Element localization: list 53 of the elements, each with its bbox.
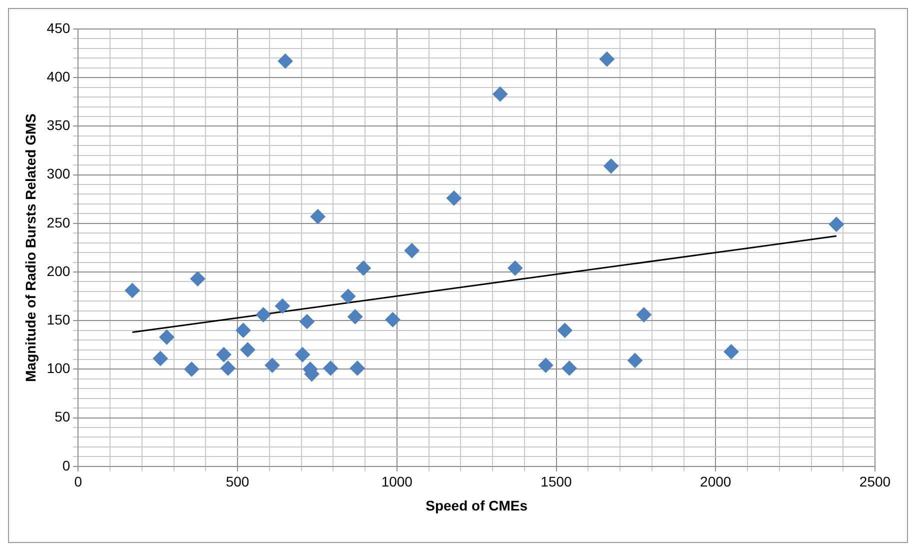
point bbox=[446, 190, 462, 206]
x-tick-label: 0 bbox=[74, 474, 82, 490]
x-tick-label: 1000 bbox=[381, 474, 413, 490]
x-tick-label: 1500 bbox=[540, 474, 572, 490]
x-tick-label: 500 bbox=[226, 474, 250, 490]
point bbox=[300, 314, 315, 330]
x-tick-label: 2000 bbox=[700, 474, 732, 490]
point bbox=[184, 362, 200, 377]
point bbox=[356, 260, 371, 276]
point bbox=[220, 360, 236, 376]
point bbox=[240, 342, 256, 358]
point bbox=[256, 307, 271, 322]
y-tick-label: 50 bbox=[54, 408, 70, 425]
point bbox=[724, 344, 739, 360]
point bbox=[190, 271, 206, 286]
point bbox=[404, 243, 420, 258]
y-axis-title: Magnitude of Radio Bursts Related GMS bbox=[22, 114, 38, 382]
point bbox=[216, 347, 232, 362]
point bbox=[159, 330, 174, 345]
point bbox=[627, 352, 642, 368]
point bbox=[508, 260, 523, 276]
point bbox=[636, 307, 652, 322]
point bbox=[350, 360, 365, 376]
x-axis-title: Speed of CMEs bbox=[426, 497, 528, 514]
point bbox=[385, 312, 400, 328]
point bbox=[340, 288, 356, 304]
y-tick-label: 350 bbox=[46, 117, 70, 134]
y-tick-label: 0 bbox=[62, 457, 70, 474]
point bbox=[604, 158, 619, 174]
point bbox=[236, 322, 251, 338]
point bbox=[323, 360, 338, 376]
point bbox=[492, 86, 508, 102]
point bbox=[348, 309, 363, 324]
point bbox=[264, 358, 280, 373]
point bbox=[599, 52, 614, 67]
y-tick-label: 200 bbox=[46, 262, 70, 279]
point bbox=[538, 358, 554, 373]
y-tick-label: 150 bbox=[46, 311, 70, 328]
point bbox=[124, 282, 140, 298]
point bbox=[310, 209, 326, 224]
y-tick-label: 250 bbox=[46, 214, 70, 230]
y-tick-label: 400 bbox=[46, 68, 70, 84]
point bbox=[274, 298, 290, 314]
point bbox=[278, 54, 293, 69]
point bbox=[828, 216, 844, 232]
x-tick-label: 2500 bbox=[859, 474, 891, 490]
point bbox=[562, 360, 577, 376]
y-tick-label: 300 bbox=[46, 166, 70, 182]
point bbox=[295, 347, 310, 362]
y-tick-label: 100 bbox=[46, 360, 70, 376]
point bbox=[152, 351, 168, 366]
point bbox=[557, 322, 572, 338]
y-tick-label: 450 bbox=[46, 20, 70, 36]
